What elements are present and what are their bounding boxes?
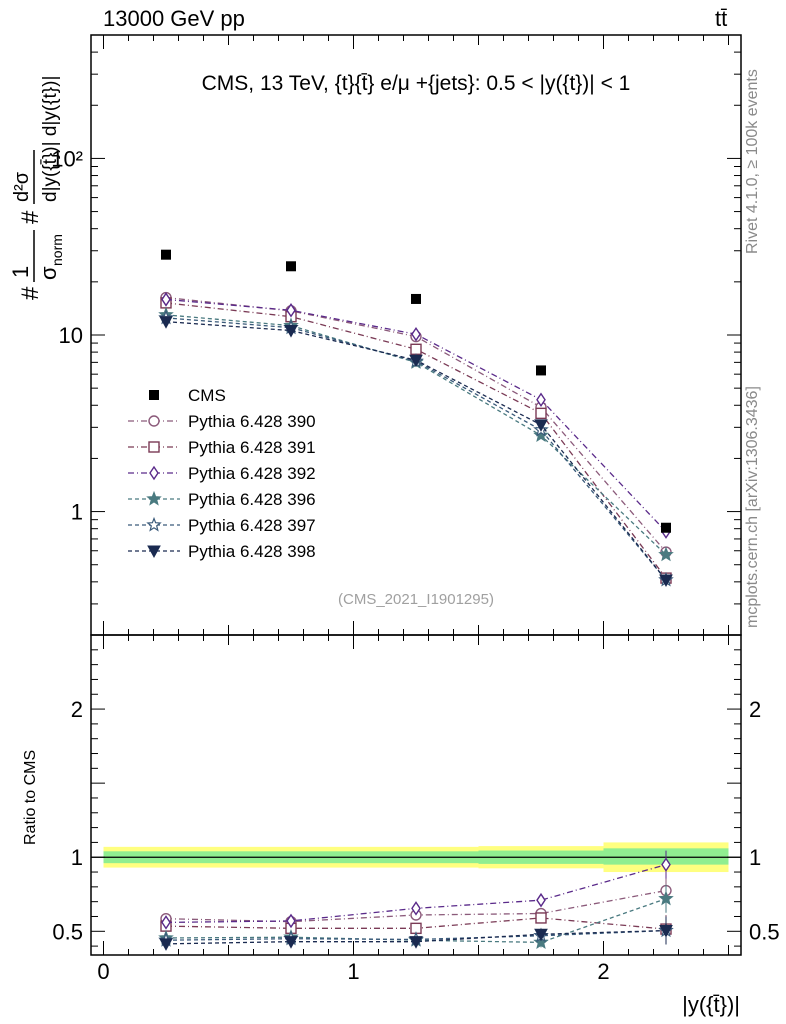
ratio-point-s398: [159, 938, 173, 951]
ratio-xtick-label: 0: [97, 959, 109, 984]
ratio-panel-axes: 0 1 2 0.5 0.5 1 1 2 2: [52, 634, 780, 984]
data-point: [286, 261, 296, 272]
main-point-s396: [658, 546, 674, 562]
main-point-s398: [659, 574, 673, 587]
ylabel-hash-2: #: [17, 210, 44, 224]
legend-marker-s398: [147, 545, 161, 559]
legend-marker-s390: [148, 415, 160, 427]
ratio-point-s391: [535, 912, 547, 924]
ratio-point-s398: [409, 936, 423, 949]
ratio-xtick-label: 1: [347, 959, 359, 984]
x-axis-title: |y({t̄})|: [682, 992, 740, 1017]
legend-marker-s391: [148, 441, 160, 453]
legend-label-s392: Pythia 6.428 392: [188, 464, 316, 483]
main-point-s392: [536, 392, 546, 407]
legend: CMS Pythia 6.428 390 Pythia 6.428 391 Pythi…: [128, 386, 316, 561]
ratio-point-s392: [536, 892, 546, 908]
analysis-tag: (CMS_2021_I1901295): [338, 591, 494, 608]
ratio-ytick-label: 1: [71, 845, 83, 870]
ratio-panel-series: [158, 850, 674, 951]
legend-label-data: CMS: [188, 386, 226, 405]
ratio-point-s392: [661, 857, 671, 872]
data-point: [161, 249, 171, 260]
main-point-s398: [284, 325, 298, 338]
ylabel-norm: norm: [49, 234, 65, 266]
legend-marker-s392: [149, 465, 159, 481]
legend-label-s391: Pythia 6.428 391: [188, 438, 316, 457]
data-point: [536, 365, 546, 376]
main-title: CMS, 13 TeV, {t}{t̄} e/μ +{jets}: 0.5 < …: [202, 72, 631, 95]
main-ytick-label: 10: [59, 323, 83, 348]
ratio-ytick-label: 2: [71, 697, 83, 722]
legend-marker-data: [149, 390, 159, 400]
main-ytick-label: 1: [71, 500, 83, 525]
ratio-point-s398: [659, 925, 673, 938]
ratio-ytick-label: 0.5: [52, 919, 83, 944]
data-point: [661, 522, 671, 533]
main-point-s398: [409, 354, 423, 368]
legend-label-s398: Pythia 6.428 398: [188, 542, 316, 561]
ratio-xtick-label: 2: [597, 959, 609, 984]
ylabel-d2sigma: d²σ: [11, 171, 33, 202]
ratio-point-s392: [161, 915, 171, 930]
main-point-s398: [159, 316, 173, 329]
main-ytick-label: 10²: [51, 146, 83, 171]
ratio-ytick-label-right: 1: [749, 845, 761, 870]
ratio-ytick-label-right: 0.5: [749, 919, 780, 944]
ylabel-hash-1: #: [17, 286, 44, 300]
legend-label-s396: Pythia 6.428 396: [188, 490, 316, 509]
ratio-point-s392: [411, 901, 421, 916]
ratio-point-s396: [533, 934, 549, 950]
ylabel-one: 1: [8, 266, 33, 278]
main-panel-axes: 1 10 10²: [51, 34, 742, 636]
ratio-line-s398: [165, 929, 667, 945]
main-point-s396: [533, 427, 549, 443]
main-point-s392: [286, 303, 296, 318]
main-point-s398: [534, 419, 548, 432]
text-labels: CMS, 13 TeV, {t}{t̄} e/μ +{jets}: 0.5 < …: [8, 72, 740, 1017]
main-point-s392: [411, 326, 421, 342]
ratio-point-s398: [284, 936, 298, 949]
main-line-s391: [165, 302, 667, 579]
ratio-ytick-label-right: 2: [749, 697, 761, 722]
ylabel-denominator: d|y({t̄})| d|y({t})|: [40, 76, 61, 202]
process-label: tt̄: [715, 6, 728, 31]
data-point: [411, 293, 421, 304]
ratio-frame: [90, 634, 742, 956]
main-point-s391: [535, 407, 547, 420]
ratio-line-s397: [165, 929, 667, 941]
ylabel-sigma: σ: [36, 266, 61, 280]
legend-marker-s396: [146, 490, 162, 506]
legend-marker-s397: [146, 516, 162, 532]
ratio-point-s398: [534, 928, 548, 942]
energy-label: 13000 GeV pp: [103, 6, 245, 31]
legend-label-s397: Pythia 6.428 397: [188, 516, 316, 535]
main-point-s392: [161, 292, 171, 307]
main-panel-series: [158, 249, 674, 587]
ratio-point-s392: [286, 913, 296, 929]
main-point-s391: [410, 343, 422, 355]
ratio-point-s396: [658, 890, 674, 906]
legend-label-s390: Pythia 6.428 390: [188, 412, 316, 431]
